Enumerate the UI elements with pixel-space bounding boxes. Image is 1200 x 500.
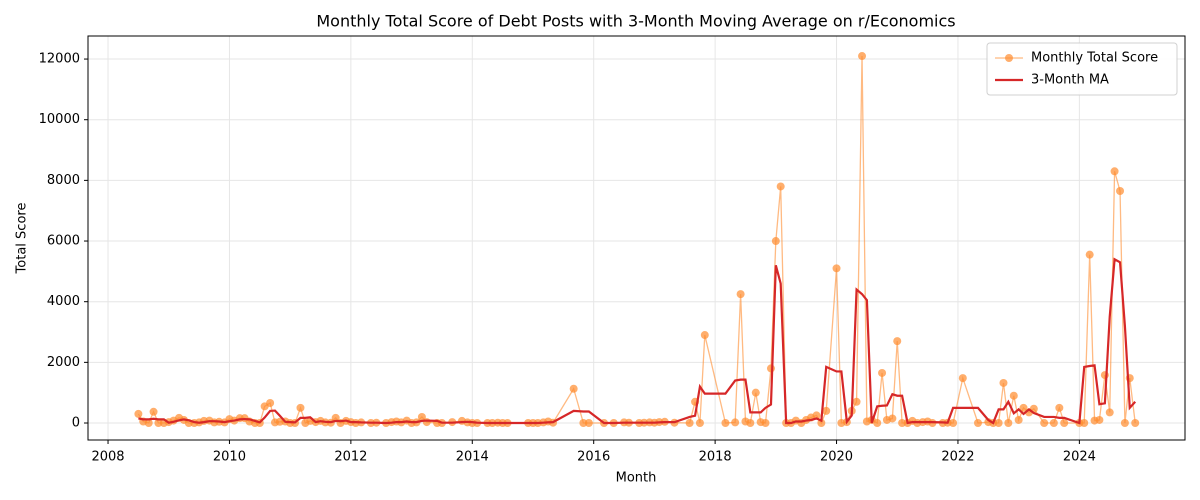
data-point [1049,419,1058,428]
data-point [1105,408,1114,417]
x-tick-label: 2016 [577,450,610,465]
data-point [134,409,143,418]
data-point [858,52,867,61]
data-point [999,378,1008,387]
legend-marker [1005,54,1013,62]
data-point [1080,419,1089,428]
series-line [137,56,1136,425]
data-point [1019,403,1028,412]
data-point [1120,419,1129,428]
data-point [852,397,861,406]
data-point [266,398,275,407]
data-point [331,413,340,422]
data-point [1040,419,1049,428]
y-axis-label: Total Score [15,203,30,275]
data-point [817,419,826,428]
data-point [873,419,882,428]
data-point [751,388,760,397]
data-point [700,331,709,340]
y-tick-label: 6000 [47,234,80,249]
data-point [949,419,958,428]
legend-box [986,42,1178,96]
data-point [144,419,153,428]
y-tick-label: 2000 [47,355,80,370]
data-point [822,406,831,415]
y-tick-label: 12000 [39,52,80,67]
data-point [1085,250,1094,259]
y-tick-label: 8000 [47,173,80,188]
data-point [771,237,780,246]
data-point [422,418,431,427]
y-tick-label: 10000 [39,112,80,127]
data-point [1110,167,1119,176]
x-tick-label: 2018 [699,450,732,465]
data-point [736,290,745,299]
y-tick-label: 0 [72,416,80,431]
x-tick-label: 2010 [213,450,246,465]
data-point [994,419,1003,428]
data-point [695,419,704,428]
data-point [1009,391,1018,400]
data-point [569,384,578,393]
data-point [888,414,897,423]
data-point [1060,419,1069,428]
data-point [1116,186,1125,195]
data-point [878,368,887,377]
series-line [138,257,1137,425]
data-point [731,418,740,427]
data-point [893,337,902,346]
data-point [766,364,775,373]
data-point [1055,403,1064,412]
data-point [1004,419,1013,428]
data-point [746,419,755,428]
data-point [812,411,821,420]
data-point [296,403,305,412]
legend-label: Monthly Total Score [1031,51,1158,66]
data-point [1014,415,1023,424]
legend-label: 3-Month MA [1031,73,1109,88]
x-tick-label: 2014 [456,450,489,465]
data-point [776,182,785,191]
plot-frame [87,35,1186,441]
data-point [417,412,426,421]
data-point [1095,415,1104,424]
data-point [832,264,841,273]
data-point [761,419,770,428]
x-axis-label: Month [616,471,657,486]
data-point [149,407,158,416]
data-point [721,419,730,428]
data-point [685,419,694,428]
x-tick-label: 2022 [941,450,974,465]
data-point [973,419,982,428]
chart-title: Monthly Total Score of Debt Posts with 3… [316,12,955,31]
data-point [1131,419,1140,428]
x-tick-label: 2020 [820,450,853,465]
y-tick-label: 4000 [47,294,80,309]
x-tick-label: 2024 [1063,450,1096,465]
data-point [958,374,967,383]
x-tick-label: 2012 [334,450,367,465]
data-point [584,419,593,428]
x-tick-label: 2008 [91,450,124,465]
